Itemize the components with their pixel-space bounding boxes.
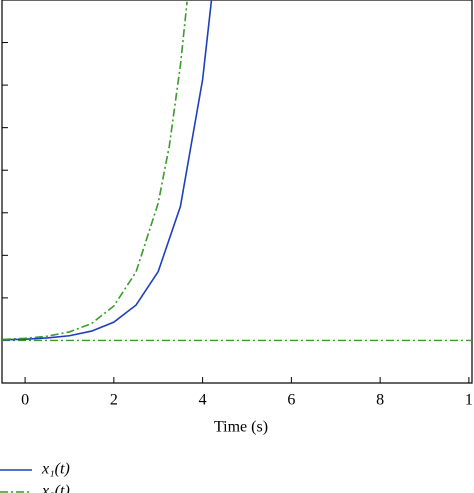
x-tick-label: 0 [21,392,29,409]
legend-label: x₁(t) [41,461,70,478]
series-line [2,1,188,341]
x-tick-label: 6 [287,392,295,409]
plot-frame [1,0,473,384]
x-axis-label: Time (s) [214,419,268,436]
x-tick-label: 2 [110,392,118,409]
plot-area [2,0,472,342]
x-tick-label: 8 [376,392,384,409]
x-tick-label: 1 [465,392,473,409]
series-line [2,0,213,341]
legend-label: x₂(t) [41,483,70,493]
x-tick-label: 4 [199,392,207,409]
